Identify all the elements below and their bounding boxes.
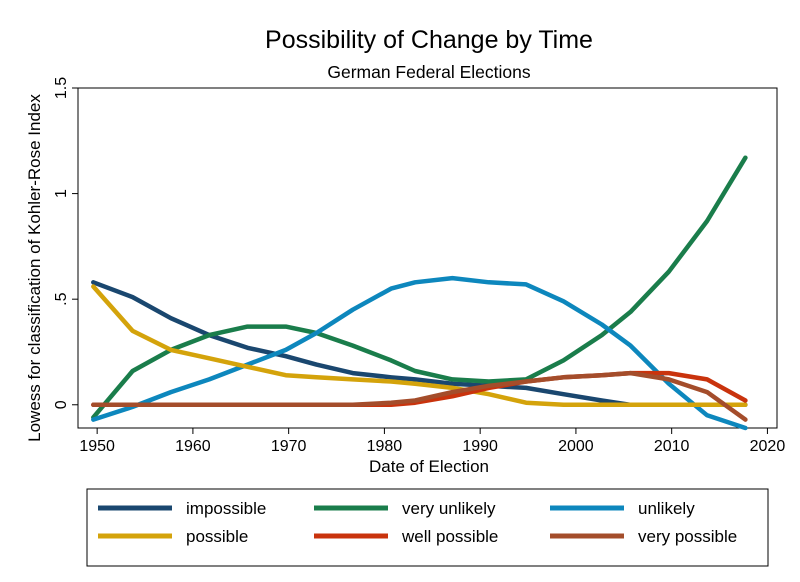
series-line-unlikely: [91, 275, 748, 431]
x-tick-label: 1980: [367, 438, 403, 455]
legend: impossible very unlikely unlikely possible w…: [98, 499, 737, 546]
legend-label-impossible: impossible: [186, 499, 266, 518]
x-tick-label: 1970: [271, 438, 307, 455]
x-tick-label: 2010: [654, 438, 690, 455]
legend-label-possible: possible: [186, 527, 248, 546]
x-tick-label: 1960: [175, 438, 211, 455]
legend-label-very-unlikely: very unlikely: [402, 499, 496, 518]
y-tick-label: .5: [53, 292, 70, 305]
y-tick-label: 1: [53, 189, 70, 198]
legend-label-well-possible: well possible: [401, 527, 498, 546]
series-line-very-unlikely: [91, 155, 748, 420]
y-tick-label: 1.5: [53, 77, 70, 99]
legend-label-unlikely: unlikely: [638, 499, 695, 518]
x-axis-label: Date of Election: [369, 457, 489, 476]
y-tick-label: 0: [53, 400, 70, 409]
legend-label-very-possible: very possible: [638, 527, 737, 546]
y-axis: 0 .5 1 1.5: [53, 77, 78, 409]
plot-area: [77, 87, 778, 429]
x-tick-label: 1990: [462, 438, 498, 455]
y-axis-label: Lowess for classification of Kohler-Rose…: [25, 94, 44, 442]
legend-box: [86, 488, 769, 567]
chart-title: Possibility of Change by Time: [265, 26, 593, 54]
chart-subtitle: German Federal Elections: [327, 62, 531, 82]
series-line-possible: [91, 284, 748, 408]
series-lines: [91, 155, 748, 431]
series-line-very-possible: [91, 370, 748, 422]
x-tick-label: 1950: [79, 438, 115, 455]
x-axis: 1950 1960 1970 1980 1990 2000 2010 2020: [79, 428, 785, 455]
x-tick-label: 2020: [750, 438, 786, 455]
x-tick-label: 2000: [558, 438, 594, 455]
